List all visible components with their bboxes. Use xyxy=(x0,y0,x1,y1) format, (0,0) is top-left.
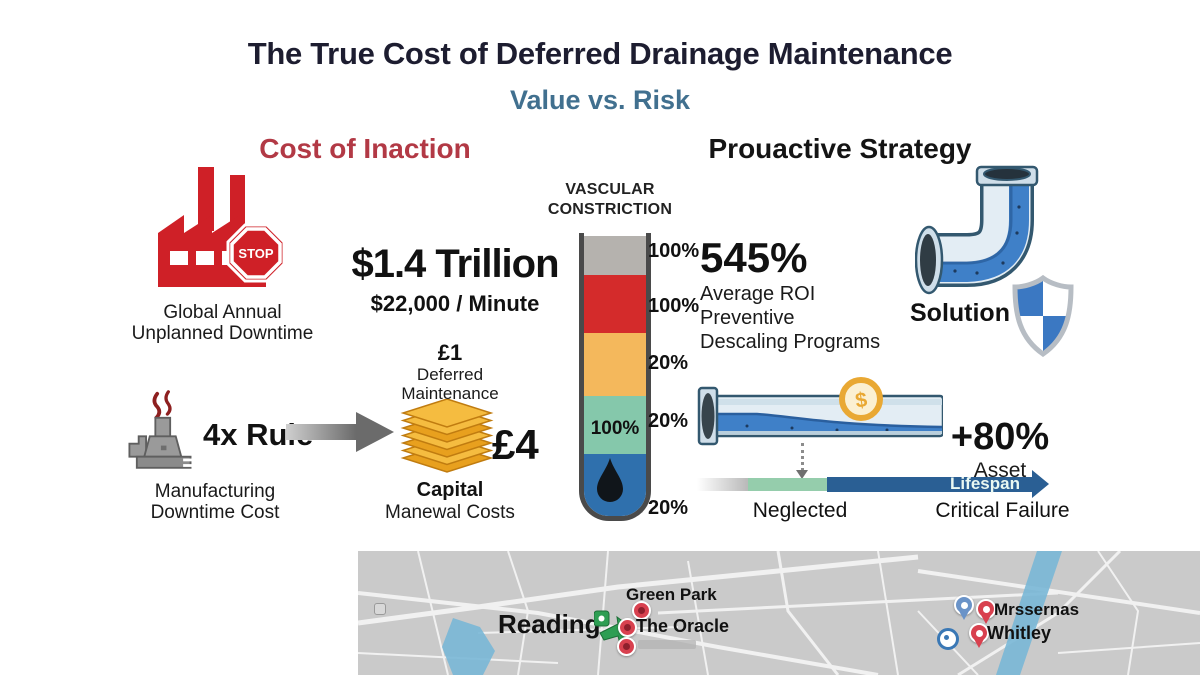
lifespan-stat: +80% Asset xyxy=(940,416,1060,483)
blue-pin-icon xyxy=(954,595,974,620)
mrssernas-pin-icon xyxy=(976,599,996,624)
page-subtitle: Value vs. Risk xyxy=(509,85,691,115)
oracle-pin-icon xyxy=(618,618,637,637)
total-cost-value: $1.4 Trillion xyxy=(351,242,559,286)
gauge-label-5: 20% xyxy=(648,497,689,519)
roi-value: 545% xyxy=(700,234,808,281)
lifespan-overlay-label: Lifespan xyxy=(950,474,1020,493)
rule-caption: Manufacturing Downtime Cost xyxy=(150,481,280,523)
small-factory-icon xyxy=(128,390,193,469)
lifespan-bar-arrowhead xyxy=(1032,470,1049,498)
third-pin-icon xyxy=(617,637,636,656)
map-road-badge xyxy=(374,603,386,615)
lifespan-bar-fade xyxy=(697,478,748,491)
gauge-inner-label: 100% xyxy=(590,418,640,439)
coin-stack-icon xyxy=(400,399,494,473)
map-label-green-park: Green Park xyxy=(626,585,717,604)
map-label-the-oracle: The Oracle xyxy=(636,616,730,636)
deferred-value: £1 xyxy=(437,340,463,365)
lifespan-value: +80% xyxy=(950,416,1050,458)
map-lake xyxy=(442,618,495,675)
illegible-label-smudge xyxy=(638,640,696,649)
green-park-pin-icon xyxy=(632,601,651,620)
map-roads xyxy=(358,551,1200,675)
horizontal-pipe-icon xyxy=(697,386,943,446)
gauge-segment-amber xyxy=(584,333,646,396)
test-tube-gauge: 100% xyxy=(579,233,651,521)
bar-left-label: Neglected xyxy=(752,499,848,522)
roi-caption: Average ROI Preventive Descaling Program… xyxy=(700,283,881,353)
bar-right-label: Critical Failure xyxy=(935,499,1070,522)
shield-icon xyxy=(1012,275,1074,357)
gauge-segment-red xyxy=(584,275,646,333)
proactive-strategy-heading: Prouactive Strategy xyxy=(708,133,972,164)
cost-of-inaction-heading: Cost of Inaction xyxy=(259,133,471,164)
deferred-caption: Deferred Maintenance xyxy=(401,365,499,403)
capital-caption: Capital Manewal Costs xyxy=(385,479,515,523)
solution-label: Solution xyxy=(910,299,1010,327)
gauge-segment-teal: 100% xyxy=(584,396,646,454)
right-arrow-icon xyxy=(286,412,394,452)
factory-stop-icon: STOP xyxy=(158,167,286,287)
dotted-arrow xyxy=(801,443,804,471)
lifespan-bar-green xyxy=(748,478,827,491)
gauge-segment-blue xyxy=(584,454,646,516)
target-marker-icon xyxy=(937,628,959,650)
map-label-whitley: Whitley xyxy=(987,623,1052,643)
gauge-label-1: 100% xyxy=(648,240,700,262)
lifespan-bar-blue xyxy=(827,477,1032,492)
gauge-heading: VASCULAR CONSTRICTION xyxy=(547,181,673,218)
per-minute-value: $22,000 / Minute xyxy=(370,291,540,316)
stop-sign-icon: STOP xyxy=(226,223,286,283)
stop-sign-label: STOP xyxy=(238,246,273,261)
gauge-label-2: 100% xyxy=(648,295,700,317)
map-label-mrssernas: Mrssernas xyxy=(994,600,1080,619)
elbow-pipe-icon xyxy=(915,165,1039,295)
dollar-coin-icon: $ xyxy=(839,377,883,421)
oil-drop-icon xyxy=(597,458,623,502)
gauge-label-4: 20% xyxy=(648,410,689,432)
location-map: Reading Green Park The Oracle Mrssernas … xyxy=(358,551,1200,675)
lifespan-caption: Asset xyxy=(973,459,1027,482)
map-city-label: Reading xyxy=(498,609,601,639)
dotted-arrow-head xyxy=(796,470,808,479)
map-river xyxy=(996,551,1062,675)
whitley-pin-icon xyxy=(969,623,989,648)
gauge-label-3: 20% xyxy=(648,352,689,374)
downtime-caption: Global Annual Unplanned Downtime xyxy=(131,302,314,344)
page-title: The True Cost of Deferred Drainage Maint… xyxy=(247,36,953,71)
capital-value: £4 xyxy=(492,421,539,468)
coin-symbol: $ xyxy=(854,388,869,412)
gauge-segment-gray xyxy=(584,236,646,275)
